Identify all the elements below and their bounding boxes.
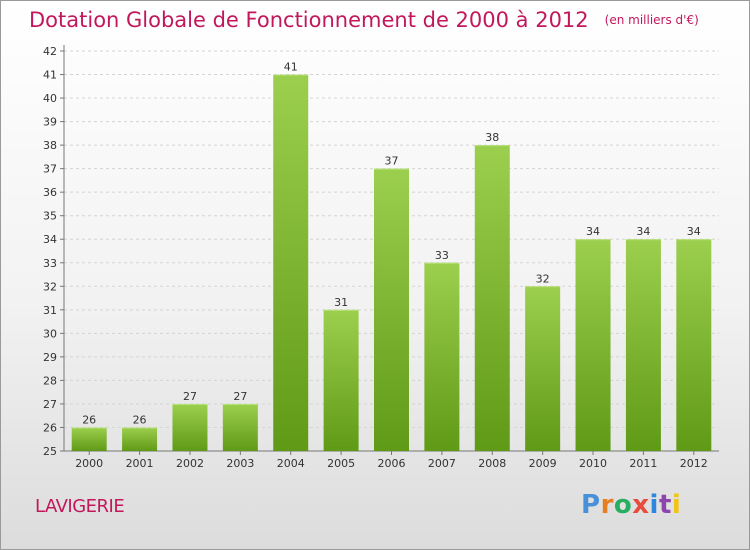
bar (424, 262, 460, 451)
y-tick-label: 32 (43, 280, 57, 293)
y-tick-label: 33 (43, 257, 57, 270)
chart-title-unit: (en milliers d'€) (604, 13, 699, 27)
data-label: 32 (536, 272, 550, 285)
bar (474, 145, 510, 451)
data-label: 34 (586, 225, 600, 238)
x-tick-label: 2001 (126, 457, 154, 470)
data-label: 27 (183, 390, 197, 403)
proxiti-logo: Proxiti (581, 490, 681, 520)
data-label: 26 (82, 413, 96, 426)
data-label: 34 (636, 225, 650, 238)
bar (323, 309, 359, 451)
bar (273, 74, 309, 451)
chart-title: Dotation Globale de Fonctionnement de 20… (29, 8, 699, 32)
bar (676, 239, 712, 451)
x-tick-label: 2007 (428, 457, 456, 470)
y-tick-label: 39 (43, 116, 57, 129)
y-tick-label: 31 (43, 304, 57, 317)
chart-title-main: Dotation Globale de Fonctionnement de 20… (29, 8, 589, 32)
bars: 26 26 27 27 41 31 37 33 38 32 34 34 34 (71, 61, 712, 451)
y-tick-label: 35 (43, 210, 57, 223)
x-tick-label: 2002 (176, 457, 204, 470)
y-tick-label: 40 (43, 92, 57, 105)
y-tick-label: 30 (43, 327, 57, 340)
x-tick-label: 2012 (680, 457, 708, 470)
data-label: 26 (133, 413, 147, 426)
data-label: 33 (435, 249, 449, 262)
logo-letter: r (600, 490, 614, 520)
x-tick-label: 2008 (478, 457, 506, 470)
y-tick-label: 41 (43, 69, 57, 82)
data-label: 38 (485, 131, 499, 144)
y-tick-label: 28 (43, 374, 57, 387)
y-tick-label: 38 (43, 139, 57, 152)
y-tick-label: 27 (43, 398, 57, 411)
x-tick-label: 2005 (327, 457, 355, 470)
y-tick-label: 26 (43, 421, 57, 434)
x-tick-label: 2004 (277, 457, 305, 470)
bar (525, 286, 561, 451)
x-tick-label: 2010 (579, 457, 607, 470)
logo-letter: x (632, 490, 650, 520)
x-tick-label: 2009 (529, 457, 557, 470)
bar (122, 427, 158, 451)
logo-letter: P (581, 490, 601, 520)
x-tick-label: 2000 (75, 457, 103, 470)
data-label: 37 (385, 155, 399, 168)
x-tick-label: 2011 (629, 457, 657, 470)
data-label: 34 (687, 225, 701, 238)
logo-letter: o (613, 490, 633, 520)
y-tick-label: 42 (43, 45, 57, 58)
y-tick-label: 34 (43, 233, 57, 246)
y-tick-label: 37 (43, 163, 57, 176)
bar (625, 239, 661, 451)
logo-letter: i (671, 490, 682, 520)
data-label: 41 (284, 61, 298, 74)
bar (172, 403, 208, 451)
bar (71, 427, 107, 451)
data-label: 31 (334, 296, 348, 309)
logo-letter: i (649, 490, 659, 520)
y-tick-label: 29 (43, 351, 57, 364)
x-tick-label: 2006 (378, 457, 406, 470)
logo-letter: t (658, 490, 672, 520)
x-tick-label: 2003 (226, 457, 254, 470)
commune-name: LAVIGERIE (35, 496, 125, 517)
bar (575, 239, 611, 451)
bar (374, 168, 409, 451)
y-tick-label: 36 (43, 186, 57, 199)
y-tick-label: 25 (43, 445, 57, 458)
bar (222, 403, 258, 451)
data-label: 27 (233, 390, 247, 403)
